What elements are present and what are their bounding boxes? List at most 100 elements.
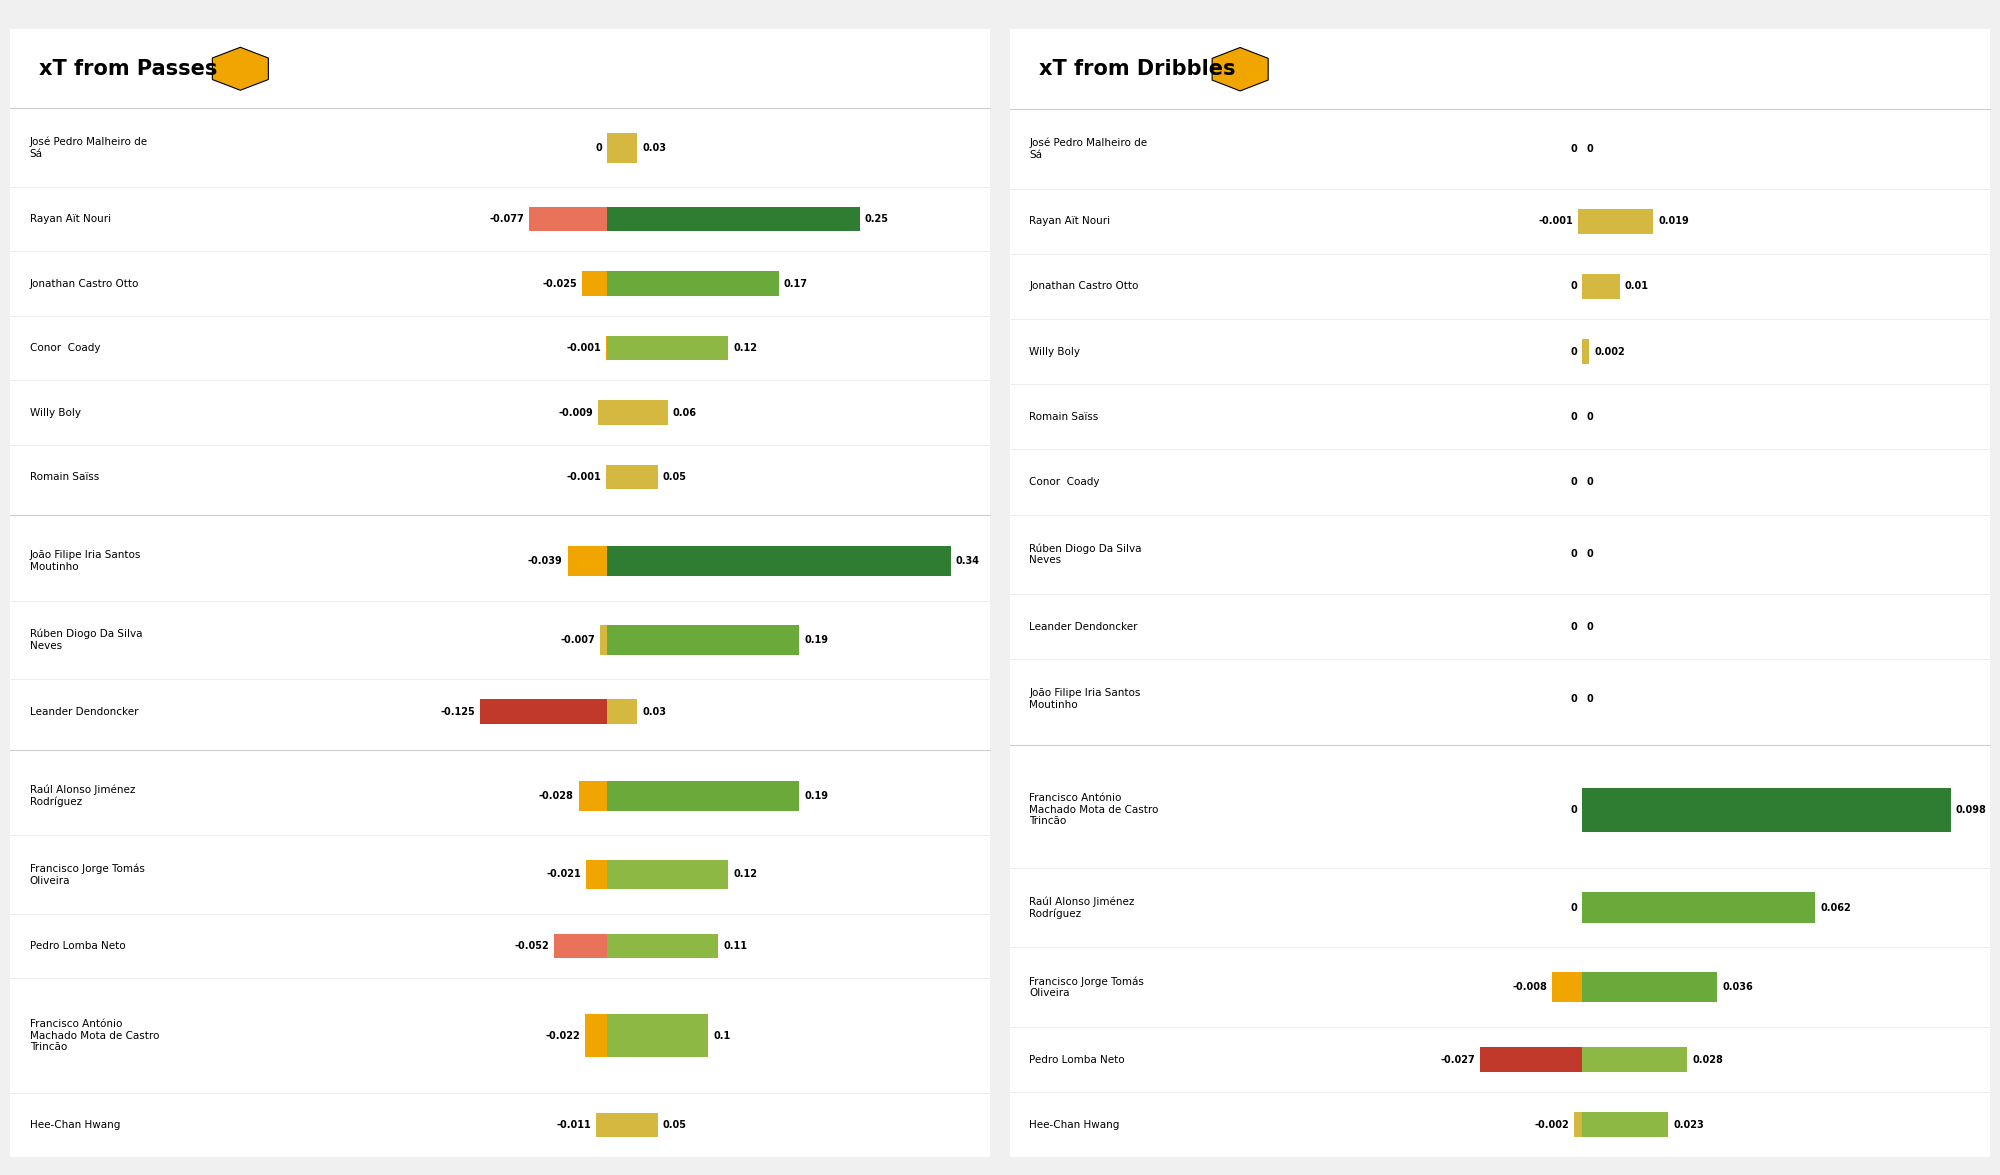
Text: -0.008: -0.008 <box>1512 982 1546 992</box>
Text: xT from Passes: xT from Passes <box>40 59 218 79</box>
Text: 0: 0 <box>1586 143 1594 154</box>
Text: 0: 0 <box>1570 550 1578 559</box>
Bar <box>606 1113 658 1137</box>
Text: 0.25: 0.25 <box>864 214 888 224</box>
Bar <box>606 780 800 811</box>
Text: 0.05: 0.05 <box>662 472 686 482</box>
Text: 0.03: 0.03 <box>642 142 666 153</box>
Text: 0: 0 <box>1570 622 1578 632</box>
Text: Rayan Aït Nouri: Rayan Aït Nouri <box>1030 216 1110 227</box>
Bar <box>606 699 638 724</box>
Text: -0.021: -0.021 <box>546 870 580 879</box>
Text: Francisco Jorge Tomás
Oliveira: Francisco Jorge Tomás Oliveira <box>30 864 144 886</box>
Text: Pedro Lomba Neto: Pedro Lomba Neto <box>30 941 126 951</box>
Bar <box>600 625 606 654</box>
Text: 0: 0 <box>1570 694 1578 704</box>
Text: Conor  Coady: Conor Coady <box>1030 477 1100 486</box>
Bar <box>480 699 606 724</box>
Text: -0.011: -0.011 <box>556 1120 590 1130</box>
Text: 0: 0 <box>1570 347 1578 357</box>
Text: -0.022: -0.022 <box>546 1030 580 1041</box>
Text: José Pedro Malheiro de
Sá: José Pedro Malheiro de Sá <box>30 136 148 159</box>
Text: -0.077: -0.077 <box>490 214 524 224</box>
Text: 0.17: 0.17 <box>784 278 808 289</box>
Text: 0.34: 0.34 <box>956 556 980 566</box>
Text: 0: 0 <box>596 142 602 153</box>
Text: 0.06: 0.06 <box>672 408 696 417</box>
Bar <box>568 546 606 576</box>
Text: 0: 0 <box>1586 412 1594 422</box>
Bar <box>584 1014 606 1058</box>
Bar <box>1480 1047 1582 1072</box>
Text: -0.001: -0.001 <box>566 472 602 482</box>
Bar <box>1582 1113 1668 1137</box>
Text: xT from Dribbles: xT from Dribbles <box>1040 59 1236 79</box>
Text: 0.03: 0.03 <box>642 706 666 717</box>
Bar <box>1574 1113 1582 1137</box>
Text: Rúben Diogo Da Silva
Neves: Rúben Diogo Da Silva Neves <box>1030 543 1142 565</box>
Text: 0.19: 0.19 <box>804 791 828 800</box>
Bar <box>606 133 638 162</box>
Text: 0: 0 <box>1586 477 1594 486</box>
Bar <box>578 780 606 811</box>
Text: -0.052: -0.052 <box>514 941 550 951</box>
Text: Jonathan Castro Otto: Jonathan Castro Otto <box>30 278 138 289</box>
Bar <box>606 546 950 576</box>
Text: 0: 0 <box>1586 694 1594 704</box>
Text: -0.125: -0.125 <box>440 706 476 717</box>
Bar <box>606 934 718 959</box>
Text: 0: 0 <box>1570 477 1578 486</box>
Text: 0: 0 <box>1570 805 1578 814</box>
Text: Rayan Aït Nouri: Rayan Aït Nouri <box>30 214 110 224</box>
Text: Francisco António
Machado Mota de Castro
Trincão: Francisco António Machado Mota de Castro… <box>30 1019 158 1053</box>
Text: Romain Saïss: Romain Saïss <box>30 472 98 482</box>
Text: Pedro Lomba Neto: Pedro Lomba Neto <box>1030 1055 1126 1065</box>
Bar <box>530 207 606 231</box>
Bar <box>1552 972 1582 1002</box>
Text: 0.19: 0.19 <box>804 634 828 645</box>
Text: Willy Boly: Willy Boly <box>30 408 80 417</box>
Bar <box>1582 787 1950 832</box>
Text: 0: 0 <box>1586 550 1594 559</box>
Text: 0.023: 0.023 <box>1674 1120 1704 1130</box>
Bar <box>1582 972 1718 1002</box>
Text: 0: 0 <box>1570 143 1578 154</box>
Text: -0.025: -0.025 <box>542 278 576 289</box>
Text: -0.007: -0.007 <box>560 634 594 645</box>
Text: Jonathan Castro Otto: Jonathan Castro Otto <box>1030 282 1138 291</box>
Text: -0.009: -0.009 <box>558 408 592 417</box>
Bar <box>606 1014 708 1058</box>
Bar <box>1582 340 1590 364</box>
Text: Rúben Diogo Da Silva
Neves: Rúben Diogo Da Silva Neves <box>30 629 142 651</box>
Bar <box>596 1113 606 1137</box>
Text: -0.027: -0.027 <box>1440 1055 1476 1065</box>
Text: 0: 0 <box>1570 282 1578 291</box>
Text: 0.019: 0.019 <box>1658 216 1690 227</box>
Text: Romain Saïss: Romain Saïss <box>1030 412 1098 422</box>
Text: 0.05: 0.05 <box>662 1120 686 1130</box>
Text: João Filipe Iria Santos
Moutinho: João Filipe Iria Santos Moutinho <box>30 550 140 572</box>
Bar <box>1582 274 1620 298</box>
Text: -0.001: -0.001 <box>566 343 602 352</box>
Bar <box>1582 892 1816 922</box>
Text: -0.039: -0.039 <box>528 556 562 566</box>
Text: 0.098: 0.098 <box>1956 805 1986 814</box>
Bar <box>554 934 606 959</box>
Text: -0.028: -0.028 <box>538 791 574 800</box>
Polygon shape <box>1212 47 1268 90</box>
Text: Francisco António
Machado Mota de Castro
Trincão: Francisco António Machado Mota de Castro… <box>1030 793 1158 826</box>
Bar <box>606 271 778 296</box>
Text: -0.002: -0.002 <box>1534 1120 1570 1130</box>
Text: 0.12: 0.12 <box>734 870 758 879</box>
Text: Leander Dendoncker: Leander Dendoncker <box>30 706 138 717</box>
Text: 0: 0 <box>1586 622 1594 632</box>
Text: Raúl Alonso Jiménez
Rodríguez: Raúl Alonso Jiménez Rodríguez <box>30 785 134 807</box>
Text: José Pedro Malheiro de
Sá: José Pedro Malheiro de Sá <box>1030 137 1148 160</box>
Bar <box>606 859 728 889</box>
Bar <box>606 465 658 489</box>
Text: Francisco Jorge Tomás
Oliveira: Francisco Jorge Tomás Oliveira <box>1030 976 1144 999</box>
Text: João Filipe Iria Santos
Moutinho: João Filipe Iria Santos Moutinho <box>1030 689 1140 710</box>
Text: Leander Dendoncker: Leander Dendoncker <box>1030 622 1138 632</box>
Bar <box>1578 209 1582 234</box>
Text: Hee-Chan Hwang: Hee-Chan Hwang <box>30 1120 120 1130</box>
